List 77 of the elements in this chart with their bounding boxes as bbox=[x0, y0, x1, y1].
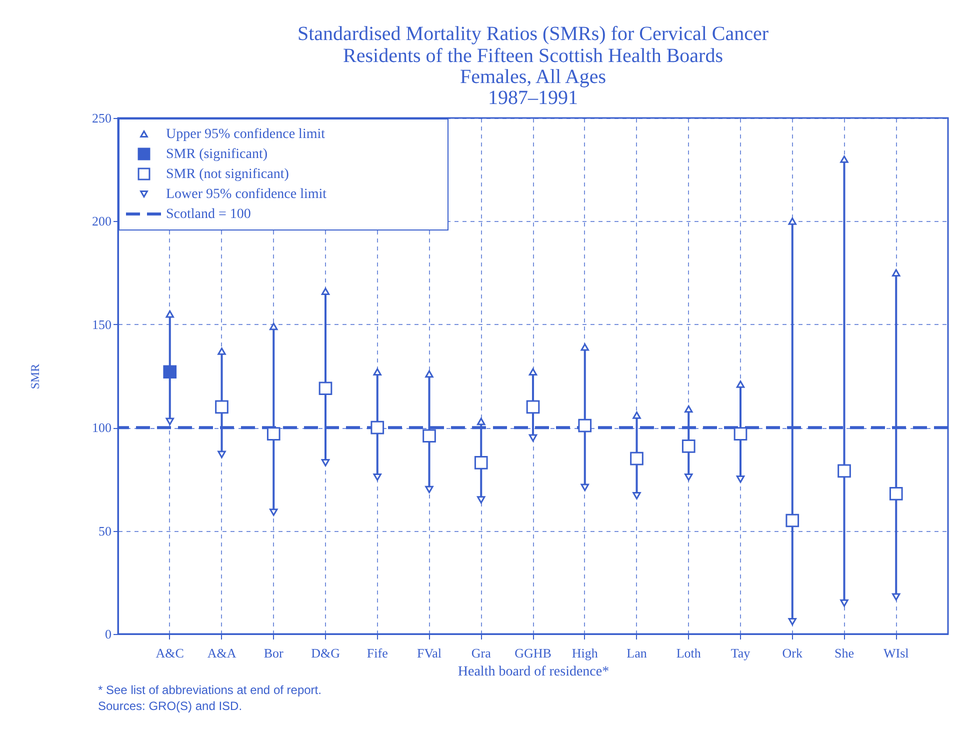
point bbox=[373, 368, 382, 376]
point bbox=[166, 310, 174, 318]
point bbox=[425, 486, 434, 494]
point bbox=[321, 459, 330, 466]
point bbox=[321, 288, 330, 296]
point bbox=[163, 365, 177, 379]
point bbox=[892, 269, 900, 276]
point bbox=[580, 484, 589, 492]
point bbox=[370, 420, 384, 434]
point bbox=[215, 400, 228, 414]
point bbox=[632, 412, 641, 419]
point bbox=[528, 434, 538, 442]
x-axis-title: Health board of residence* bbox=[458, 664, 610, 680]
x-tick-label: High bbox=[572, 646, 598, 660]
point bbox=[734, 427, 748, 440]
point bbox=[474, 456, 488, 470]
point bbox=[425, 370, 434, 378]
legend-label: SMR (not significant) bbox=[166, 167, 290, 182]
y-axis-title: SMR bbox=[28, 364, 42, 390]
point bbox=[736, 476, 745, 483]
y-tick-label: 0 bbox=[105, 626, 112, 642]
y-tick-label: 250 bbox=[92, 110, 112, 126]
point bbox=[682, 440, 696, 453]
point bbox=[889, 486, 903, 500]
legend-label: Upper 95% confidence limit bbox=[166, 127, 326, 142]
y-tick-label: 50 bbox=[98, 523, 112, 538]
x-tick-label: Tay bbox=[730, 646, 751, 660]
legend-label: Lower 95% confidence limit bbox=[166, 187, 327, 202]
point bbox=[477, 496, 486, 504]
point bbox=[526, 400, 540, 414]
x-tick-label: Ork bbox=[782, 646, 803, 660]
point bbox=[684, 473, 693, 481]
point bbox=[630, 452, 644, 466]
x-tick-label: Loth bbox=[676, 646, 702, 660]
point bbox=[788, 618, 796, 626]
point bbox=[632, 492, 641, 500]
point bbox=[477, 418, 486, 426]
point bbox=[838, 464, 851, 478]
point bbox=[266, 427, 280, 440]
point bbox=[788, 218, 796, 225]
x-tick-label: Lan bbox=[626, 646, 648, 660]
point bbox=[840, 599, 848, 607]
y-tick-label: 200 bbox=[92, 214, 112, 229]
point bbox=[580, 343, 589, 351]
chart-title: Standardised Mortality Ratios (SMRs) for Cervical Cancer bbox=[297, 23, 769, 45]
x-tick-label: Gra bbox=[471, 646, 492, 660]
source-note: Sources: GRO(S) and ISD. bbox=[98, 699, 242, 713]
x-tick-label: WIsl bbox=[883, 646, 910, 660]
x-tick-label: A&A bbox=[207, 646, 237, 660]
point bbox=[270, 508, 278, 516]
y-tick-label: 150 bbox=[92, 316, 112, 332]
legend-label: Scotland = 100 bbox=[166, 207, 251, 222]
x-tick-label: FVal bbox=[416, 646, 442, 660]
point bbox=[786, 514, 800, 528]
point bbox=[528, 368, 538, 376]
text: * See list of abbreviations at end of report. bbox=[98, 683, 322, 697]
x-tick-label: A&C bbox=[156, 646, 184, 660]
point bbox=[270, 322, 278, 330]
point bbox=[840, 156, 848, 163]
point bbox=[684, 405, 693, 413]
point bbox=[373, 473, 382, 481]
x-tick-label: She bbox=[834, 646, 854, 660]
y-tick-label: 100 bbox=[92, 420, 112, 436]
point bbox=[892, 593, 900, 601]
x-tick-label: D&G bbox=[311, 646, 340, 660]
point bbox=[578, 418, 592, 432]
x-tick-label: Fife bbox=[366, 646, 388, 660]
x-tick-label: Bor bbox=[264, 646, 284, 660]
legend-label: SMR (significant) bbox=[166, 147, 268, 162]
x-tick-label: GGHB bbox=[514, 646, 552, 660]
point bbox=[318, 382, 332, 396]
chart-subtitle: Residents of the Fifteen Scottish Health Boards Females, All Ages 1987–1991 bbox=[343, 45, 724, 109]
point bbox=[736, 380, 745, 388]
point bbox=[218, 450, 226, 458]
point bbox=[166, 418, 174, 426]
point bbox=[422, 429, 436, 443]
point bbox=[218, 348, 226, 355]
